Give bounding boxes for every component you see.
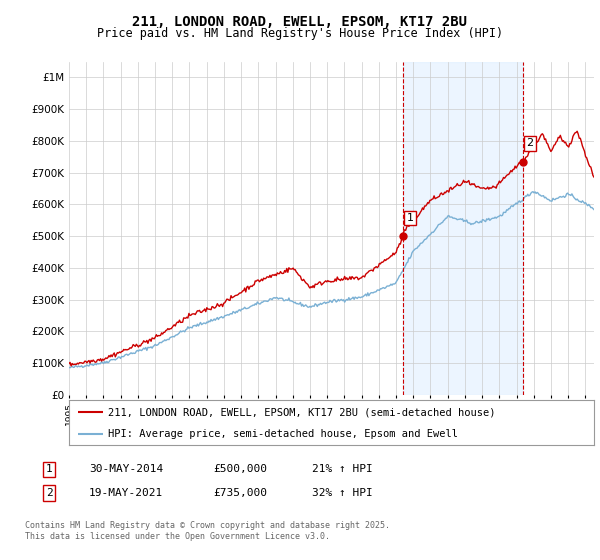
Text: £735,000: £735,000 [213,488,267,498]
Text: 211, LONDON ROAD, EWELL, EPSOM, KT17 2BU: 211, LONDON ROAD, EWELL, EPSOM, KT17 2BU [133,15,467,29]
Text: 2: 2 [46,488,53,498]
Bar [403,62,523,395]
Text: 2: 2 [527,138,533,148]
Text: 32% ↑ HPI: 32% ↑ HPI [312,488,373,498]
Text: 21% ↑ HPI: 21% ↑ HPI [312,464,373,474]
Text: 19-MAY-2021: 19-MAY-2021 [89,488,163,498]
Text: HPI: Average price, semi-detached house, Epsom and Ewell: HPI: Average price, semi-detached house,… [109,428,458,438]
Text: Contains HM Land Registry data © Crown copyright and database right 2025.
This d: Contains HM Land Registry data © Crown c… [25,521,390,540]
Text: 1: 1 [46,464,53,474]
Text: £500,000: £500,000 [213,464,267,474]
Text: Price paid vs. HM Land Registry's House Price Index (HPI): Price paid vs. HM Land Registry's House … [97,27,503,40]
Text: 30-MAY-2014: 30-MAY-2014 [89,464,163,474]
Text: 211, LONDON ROAD, EWELL, EPSOM, KT17 2BU (semi-detached house): 211, LONDON ROAD, EWELL, EPSOM, KT17 2BU… [109,407,496,417]
Text: 1: 1 [407,213,414,223]
